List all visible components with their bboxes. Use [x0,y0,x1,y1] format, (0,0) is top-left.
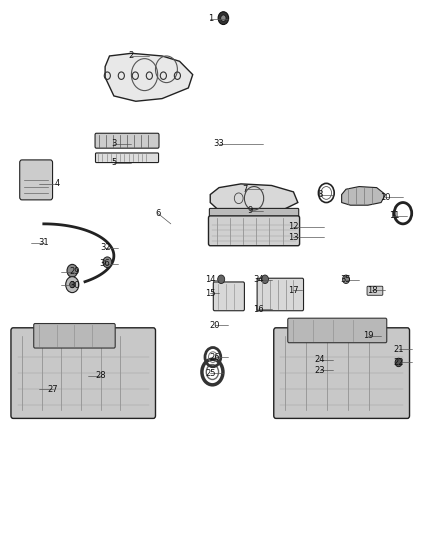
Text: 33: 33 [214,140,224,148]
Circle shape [66,277,79,293]
Circle shape [103,257,112,268]
FancyBboxPatch shape [11,328,155,418]
FancyBboxPatch shape [208,216,300,246]
Circle shape [67,264,78,277]
FancyBboxPatch shape [34,324,115,348]
FancyBboxPatch shape [367,286,383,295]
PathPatch shape [210,184,298,213]
Text: 35: 35 [341,276,351,284]
FancyBboxPatch shape [95,133,159,148]
Circle shape [395,358,402,367]
Text: 31: 31 [39,238,49,247]
Text: 15: 15 [205,289,215,297]
FancyBboxPatch shape [274,328,410,418]
Text: 2: 2 [129,52,134,60]
Text: 27: 27 [47,385,58,393]
FancyBboxPatch shape [288,318,387,343]
FancyBboxPatch shape [257,278,304,311]
Text: 7: 7 [243,185,248,193]
PathPatch shape [342,187,385,205]
Text: 21: 21 [393,345,404,353]
Text: 32: 32 [100,244,110,252]
Text: 17: 17 [288,286,299,295]
Text: 24: 24 [314,356,325,364]
Text: 19: 19 [363,332,373,340]
Circle shape [221,15,226,21]
FancyBboxPatch shape [213,282,244,311]
Text: 12: 12 [288,222,299,231]
Text: 6: 6 [155,209,160,217]
Text: 11: 11 [389,212,399,220]
Text: 20: 20 [209,321,220,329]
Text: 25: 25 [205,369,215,377]
Text: 4: 4 [54,180,60,188]
FancyBboxPatch shape [20,160,53,200]
Text: 26: 26 [209,353,220,361]
Text: 5: 5 [111,158,117,167]
Text: 23: 23 [314,366,325,375]
Text: 28: 28 [95,372,106,380]
Text: 8: 8 [317,190,322,199]
Circle shape [218,275,225,284]
Text: 9: 9 [247,206,252,215]
FancyBboxPatch shape [95,153,159,163]
Circle shape [343,275,350,284]
Text: 1: 1 [208,14,213,23]
Circle shape [70,281,75,288]
Text: 29: 29 [69,268,80,276]
Text: 30: 30 [69,281,80,289]
FancyBboxPatch shape [209,208,299,219]
Circle shape [218,12,229,25]
Text: 18: 18 [367,286,378,295]
Text: 14: 14 [205,276,215,284]
Text: 36: 36 [100,260,110,268]
Circle shape [261,275,268,284]
PathPatch shape [105,53,193,101]
Text: 22: 22 [393,358,404,367]
Text: 3: 3 [111,140,117,148]
Text: 13: 13 [288,233,299,241]
Text: 16: 16 [253,305,264,313]
Text: 34: 34 [253,276,264,284]
Text: 10: 10 [380,193,391,201]
